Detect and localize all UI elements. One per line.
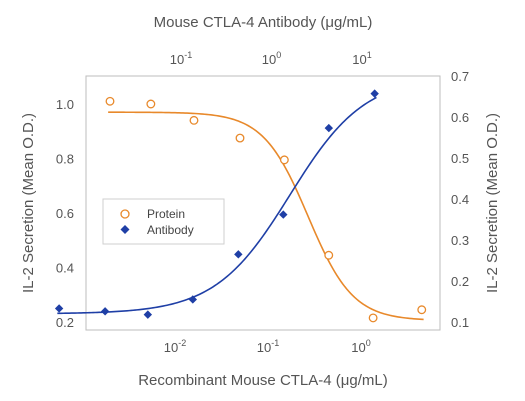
bottom-axis-title: Recombinant Mouse CTLA-4 (μg/mL) [138, 372, 388, 389]
top-tick-exponent: 0 [276, 50, 281, 60]
left-tick-label: 0.6 [56, 206, 74, 221]
antibody-data-point [279, 210, 288, 219]
antibody-data-point [100, 307, 110, 316]
antibody-data-point [370, 89, 379, 98]
antibody-data-point [54, 304, 64, 313]
bottom-tick-label: 100 [351, 338, 370, 355]
antibody-data-point [324, 123, 334, 133]
antibody-data-point [143, 310, 153, 319]
left-tick-label: 0.4 [56, 261, 74, 276]
right-tick-label: 0.6 [451, 110, 469, 125]
bottom-tick-exponent: -2 [178, 338, 186, 348]
left-tick-label: 0.2 [56, 315, 74, 330]
protein-data-point [105, 96, 115, 106]
right-tick-label: 0.7 [451, 69, 469, 84]
right-tick-label: 0.3 [451, 233, 469, 248]
right-tick-label: 0.2 [451, 274, 469, 289]
left-tick-label: 1.0 [56, 97, 74, 112]
antibody-data-point [188, 295, 197, 304]
right-tick-label: 0.5 [451, 151, 469, 166]
left-tick-label: 0.8 [56, 152, 74, 167]
antibody-fit-curve [57, 96, 377, 315]
top-tick-label: 101 [352, 50, 371, 67]
plot-area-frame [85, 75, 441, 331]
bottom-tick-label: 10-2 [164, 338, 186, 355]
bottom-tick-base: 10 [164, 340, 178, 355]
protein-data-point [324, 250, 334, 260]
top-tick-exponent: 1 [367, 50, 372, 60]
protein-data-point [235, 133, 245, 143]
legend-protein-marker [120, 209, 130, 219]
legend-antibody-marker [120, 225, 130, 234]
top-tick-base: 10 [170, 52, 184, 67]
top-tick-base: 10 [352, 52, 366, 67]
legend-protein-label: Protein [147, 207, 185, 221]
bottom-tick-base: 10 [351, 340, 365, 355]
right-tick-label: 0.4 [451, 192, 469, 207]
right-axis-ticks: 0.1 0.2 0.3 0.4 0.5 0.6 0.7 [451, 69, 469, 330]
legend-antibody-label: Antibody [147, 223, 194, 237]
left-axis-ticks: 0.2 0.4 0.6 0.8 1.0 [56, 97, 74, 330]
protein-data-point [368, 313, 378, 323]
legend-box [102, 198, 225, 245]
bottom-tick-exponent: 0 [366, 338, 371, 348]
top-axis-title: Mouse CTLA-4 Antibody (μg/mL) [154, 14, 373, 31]
protein-data-point [146, 99, 156, 109]
top-tick-label: 100 [262, 50, 281, 67]
top-axis-ticks: 10-1 100 101 [170, 50, 372, 67]
right-axis-title: IL-2 Secretion (Mean O.D.) [484, 113, 501, 293]
bottom-tick-base: 10 [257, 340, 271, 355]
protein-data-point [279, 155, 289, 165]
bottom-axis-ticks: 10-2 10-1 100 [164, 338, 371, 355]
left-axis-title: IL-2 Secretion (Mean O.D.) [20, 113, 37, 293]
protein-fit-curve [108, 111, 424, 321]
top-tick-exponent: -1 [184, 50, 192, 60]
antibody-data-point [234, 250, 243, 259]
top-tick-base: 10 [262, 52, 276, 67]
bottom-tick-label: 10-1 [257, 338, 279, 355]
protein-data-point [417, 305, 427, 315]
protein-data-point [189, 115, 199, 125]
top-tick-label: 10-1 [170, 50, 192, 67]
legend: Protein Antibody [102, 198, 225, 245]
data-points [54, 89, 427, 323]
right-tick-label: 0.1 [451, 315, 469, 330]
bottom-tick-exponent: -1 [271, 338, 279, 348]
fit-curves [57, 96, 424, 321]
